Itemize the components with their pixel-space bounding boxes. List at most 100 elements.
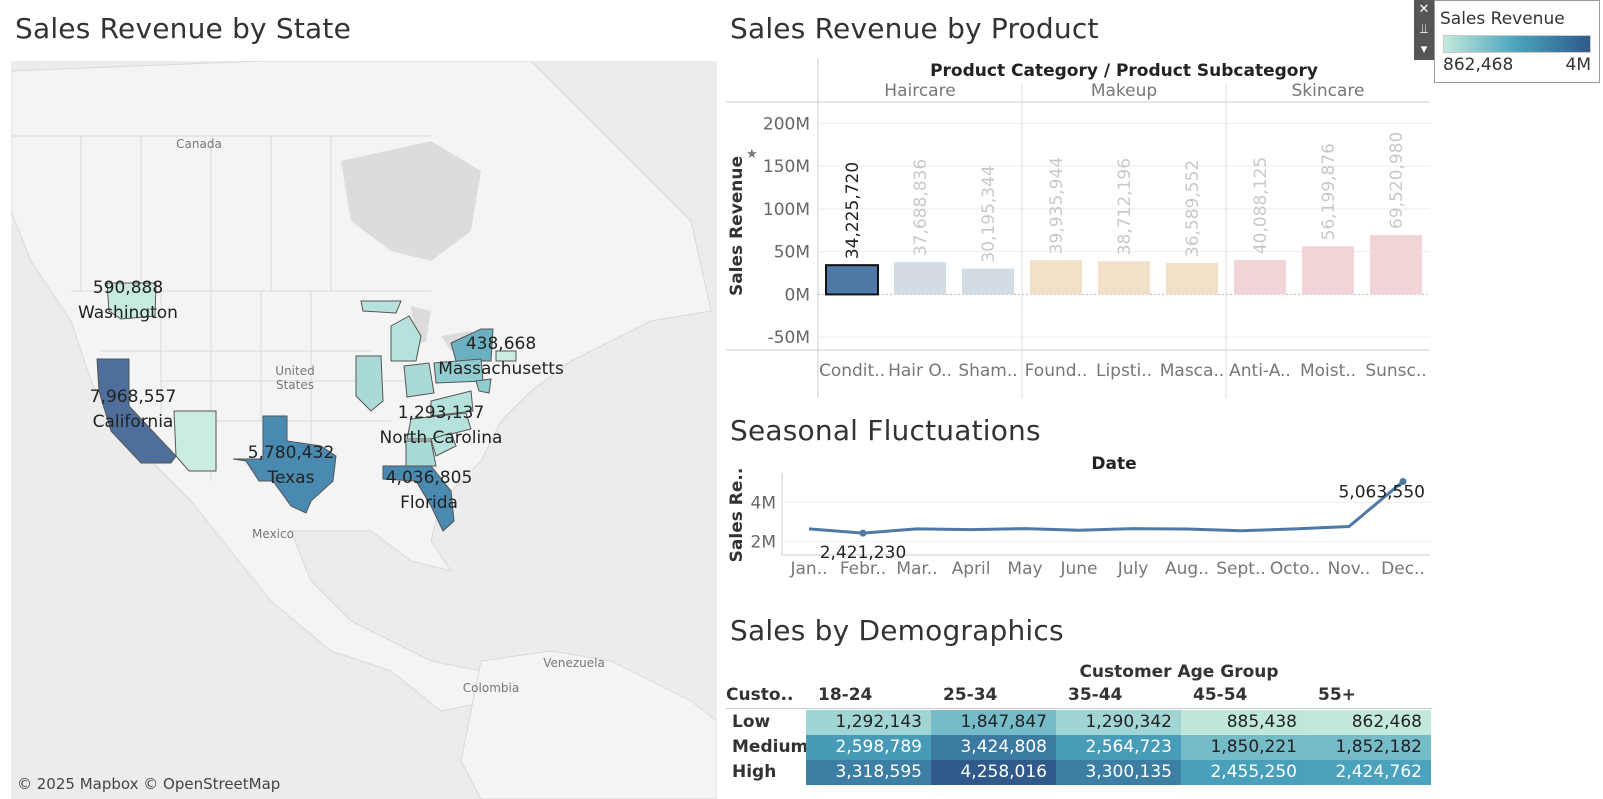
row-header-title[interactable]: Custo.. [726, 685, 794, 705]
table-cell[interactable]: 2,598,789 [806, 735, 931, 760]
x-tick-label: April [952, 559, 991, 579]
column-header[interactable]: 35-44 [1068, 685, 1123, 705]
bar[interactable] [825, 264, 879, 296]
legend-toolbar: ✕ ⫫ ▾ [1414, 0, 1434, 60]
bar-value-label: 37,688,836 [911, 159, 931, 256]
map-label-florida[interactable]: 4,036,805 Florida [386, 466, 473, 516]
x-tick-label: Dec.. [1381, 559, 1425, 579]
series-line [808, 480, 1404, 535]
table-cell[interactable]: 3,300,135 [1056, 760, 1181, 785]
table-cell[interactable]: 4,258,016 [931, 760, 1056, 785]
data-label: 5,063,550 [1338, 483, 1425, 503]
y-tick-label: 4M [751, 493, 776, 513]
x-tick-label: May [1007, 559, 1042, 579]
seasonal-line-chart[interactable]: Date Sales Re.. 4M 2M Jan.. Febr.. Mar.. April M… [726, 455, 1432, 605]
subcategory-label: Sunsc.. [1365, 361, 1426, 381]
map-label-washington[interactable]: 590,888 Washington [78, 276, 178, 326]
column-header[interactable]: 55+ [1318, 685, 1356, 705]
region-label-colombia: Colombia [462, 681, 520, 695]
data-point[interactable] [1399, 478, 1407, 486]
bar[interactable] [1030, 260, 1082, 295]
x-tick-label: Nov.. [1328, 559, 1371, 579]
state-maryland [475, 378, 492, 394]
bar[interactable] [1098, 261, 1150, 295]
product-bar-chart[interactable]: Product Category / Product Subcategory 20… [726, 58, 1432, 400]
column-header[interactable]: 25-34 [943, 685, 998, 705]
column-header[interactable]: 45-54 [1193, 685, 1248, 705]
category-label: Makeup [1091, 81, 1157, 101]
y-tick-label: 150M [763, 157, 810, 177]
state-illinois [355, 355, 384, 412]
x-tick-label: Febr.. [840, 559, 886, 579]
subcategory-label: Hair O.. [888, 361, 952, 381]
state-georgia [405, 440, 437, 467]
map-label-texas[interactable]: 5,780,432 Texas [248, 441, 335, 491]
chevron-down-icon[interactable]: ▾ [1420, 42, 1428, 57]
state-name: North Carolina [379, 428, 503, 448]
bar-value-label: 30,195,344 [979, 165, 999, 262]
column-header[interactable]: 18-24 [818, 685, 873, 705]
bar-value-label: 38,712,196 [1115, 158, 1135, 255]
data-point[interactable] [859, 529, 867, 537]
x-tick-label: June [1059, 559, 1097, 579]
table-cell[interactable]: 1,847,847 [931, 710, 1056, 735]
state-name: Texas [267, 468, 315, 488]
close-icon[interactable]: ✕ [1418, 2, 1430, 17]
bar[interactable] [894, 262, 946, 295]
table-cell[interactable]: 1,850,221 [1181, 735, 1306, 760]
table-cell[interactable]: 1,852,182 [1306, 735, 1431, 760]
table-cell[interactable]: 2,564,723 [1056, 735, 1181, 760]
demographics-title: Sales by Demographics [730, 614, 1064, 647]
state-map[interactable]: Canada United States Mexico Venezuela Co… [11, 61, 717, 799]
map-attribution[interactable]: © 2025 Mapbox © OpenStreetMap [17, 775, 281, 793]
state-virginia [430, 390, 474, 417]
legend-title: Sales Revenue [1440, 9, 1565, 29]
bar-value-label: 39,935,944 [1047, 157, 1067, 254]
table-cell[interactable]: 1,292,143 [806, 710, 931, 735]
bar[interactable] [962, 268, 1014, 295]
legend-gradient [1443, 35, 1591, 53]
bar-chart-header: Product Category / Product Subcategory [930, 61, 1318, 81]
state-florida [382, 465, 455, 532]
state-value: 1,293,137 [397, 403, 485, 423]
bar-value-label: 36,589,552 [1183, 160, 1203, 257]
table-cell[interactable]: 3,318,595 [806, 760, 931, 785]
table-cell[interactable]: 1,290,342 [1056, 710, 1181, 735]
bar[interactable] [1302, 246, 1354, 295]
subcategory-label: Condit.. [819, 361, 885, 381]
subcategory-label: Moist.. [1300, 361, 1356, 381]
row-header[interactable]: Low [732, 712, 771, 732]
table-cell[interactable]: 3,424,808 [931, 735, 1056, 760]
bar-value-label: 34,225,720 [843, 162, 863, 259]
legend-min-label: 862,468 [1443, 55, 1514, 75]
subcategory-label: Found.. [1025, 361, 1088, 381]
row-header[interactable]: Medium [732, 737, 809, 757]
bar[interactable] [1166, 263, 1218, 295]
bar-value-label: 56,199,876 [1319, 143, 1339, 240]
y-axis-title: Sales Re.. [727, 468, 747, 563]
state-name: Massachusetts [438, 359, 564, 379]
region-label-mexico: Mexico [252, 527, 294, 541]
map-label-california[interactable]: 7,968,557 California [90, 385, 177, 435]
bar[interactable] [1370, 234, 1422, 295]
state-name: Washington [78, 303, 178, 323]
map-label-massachusetts[interactable]: 438,668 Massachusetts [438, 332, 564, 382]
table-cell[interactable]: 2,455,250 [1181, 760, 1306, 785]
state-map-title: Sales Revenue by State [15, 12, 352, 45]
bar[interactable] [1234, 260, 1286, 295]
subcategory-label: Lipsti.. [1096, 361, 1152, 381]
region-label-venezuela: Venezuela [543, 656, 605, 670]
pin-icon[interactable]: ⫫ [1420, 22, 1428, 37]
x-tick-label: Sept.. [1216, 559, 1266, 579]
color-legend[interactable]: Sales Revenue 862,468 4M [1434, 0, 1600, 83]
table-cell[interactable]: 862,468 [1306, 710, 1431, 735]
table-cell[interactable]: 2,424,762 [1306, 760, 1431, 785]
row-header[interactable]: High [732, 762, 777, 782]
table-cell[interactable]: 885,438 [1181, 710, 1306, 735]
state-value: 590,888 [92, 278, 164, 298]
category-label: Skincare [1292, 81, 1365, 101]
x-axis-title: Date [1091, 455, 1136, 474]
state-massachusetts [495, 350, 517, 362]
map-label-north-carolina[interactable]: 1,293,137 North Carolina [380, 401, 503, 451]
y-axis-title: Sales Revenue [727, 156, 747, 296]
